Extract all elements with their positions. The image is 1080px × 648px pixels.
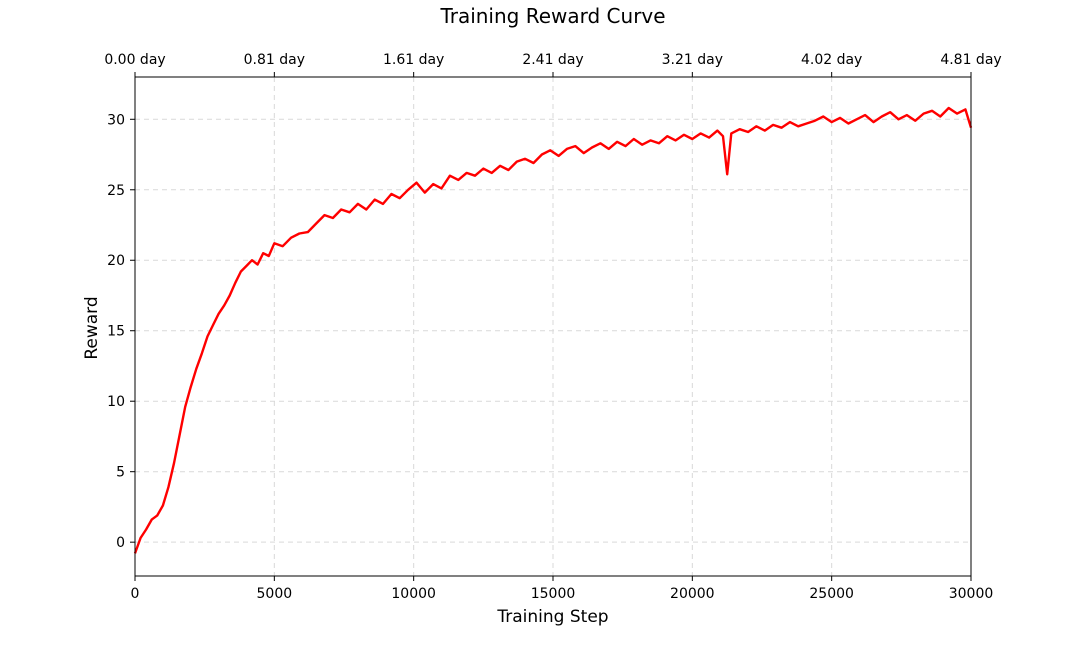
y-tick-label: 10 [107, 394, 125, 410]
y-tick-label: 25 [107, 183, 125, 199]
series-layer [133, 106, 973, 554]
y-tick-label: 0 [116, 535, 125, 551]
top-tick-label: 1.61 day [383, 52, 444, 68]
top-tick-label: 4.02 day [801, 52, 862, 68]
x-axis-label: Training Step [496, 607, 608, 627]
x-tick-label: 25000 [809, 586, 854, 602]
x-axis-ticks: 0 5000 10000 15000 20000 25000 30000 [131, 576, 994, 602]
y-axis-label: Reward [82, 296, 102, 359]
top-tick-label: 0.00 day [104, 52, 165, 68]
top-tick-label: 3.21 day [662, 52, 723, 68]
top-tick-label: 0.81 day [244, 52, 305, 68]
x-tick-label: 10000 [391, 586, 436, 602]
y-tick-label: 15 [107, 324, 125, 340]
y-tick-label: 30 [107, 112, 125, 128]
series-line-reward [133, 106, 973, 554]
top-axis-ticks: 0.00 day 0.81 day 1.61 day 2.41 day 3.21 day… [104, 52, 1002, 77]
x-tick-label: 20000 [670, 586, 715, 602]
x-tick-label: 15000 [531, 586, 576, 602]
y-tick-label: 20 [107, 253, 125, 269]
chart-title: Training Reward Curve [439, 4, 665, 28]
x-tick-label: 30000 [949, 586, 994, 602]
top-tick-label: 4.81 day [940, 52, 1001, 68]
x-tick-label: 5000 [257, 586, 293, 602]
y-tick-label: 5 [116, 465, 125, 481]
x-tick-label: 0 [131, 586, 140, 602]
top-tick-label: 2.41 day [522, 52, 583, 68]
y-axis-ticks: 0 5 10 15 20 25 30 [107, 112, 135, 551]
